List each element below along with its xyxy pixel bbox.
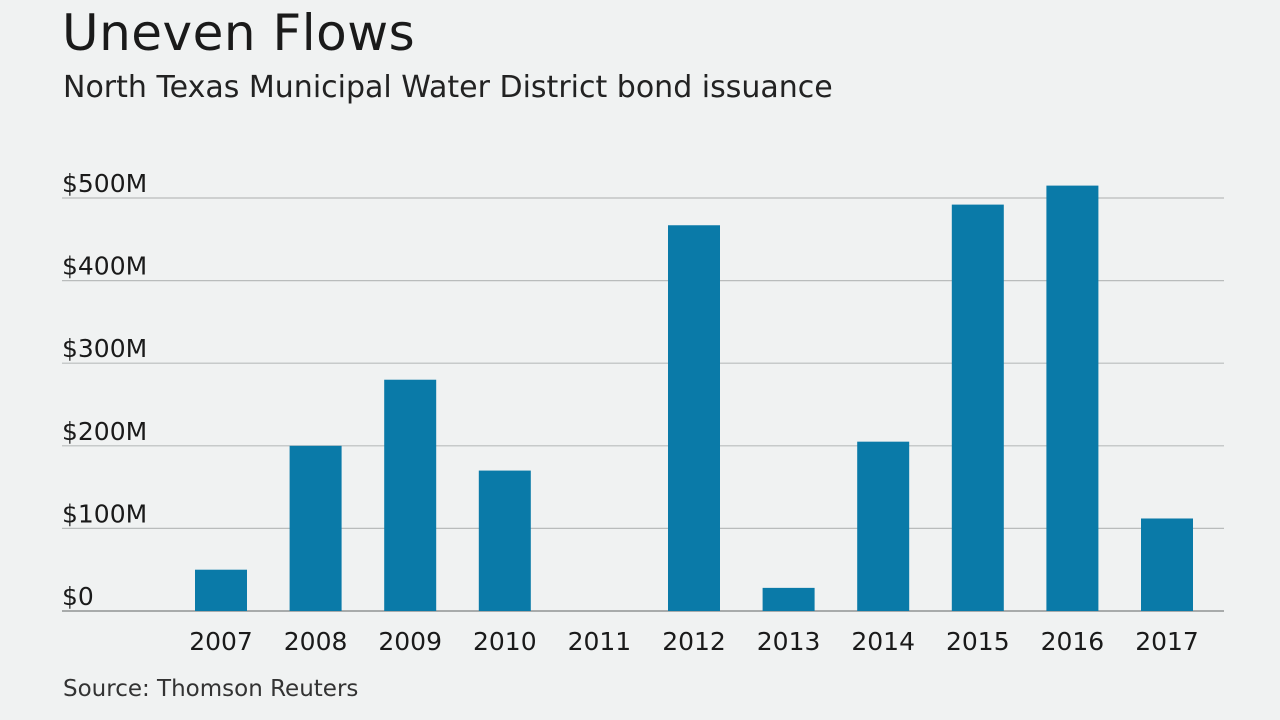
- bar-2009: [384, 379, 437, 611]
- bar-2016: [1046, 185, 1099, 612]
- chart-title: Uneven Flows: [62, 4, 416, 62]
- y-tick-label: $400M: [62, 252, 147, 281]
- x-tick-label: 2017: [1135, 627, 1199, 656]
- bars: [195, 185, 1193, 612]
- y-tick-label: $300M: [62, 334, 147, 363]
- x-tick-label: 2010: [473, 627, 537, 656]
- x-tick-label: 2013: [757, 627, 821, 656]
- x-tick-label: 2014: [851, 627, 915, 656]
- bar-2012: [668, 225, 720, 611]
- y-axis-ticks: $0 $100M $200M $300M $400M $500M: [62, 169, 147, 611]
- bar-2014: [857, 441, 910, 611]
- y-tick-label: $0: [62, 582, 94, 611]
- source-note: Source: Thomson Reuters: [63, 676, 359, 702]
- chart-subtitle: North Texas Municipal Water District bon…: [63, 70, 833, 105]
- y-tick-label: $500M: [62, 169, 147, 198]
- x-axis-ticks: 2007 2008 2009 2010 2011 2012 2013 2014 2015 2016…: [189, 627, 1199, 656]
- y-tick-label: $100M: [62, 499, 147, 528]
- bar-2013: [762, 587, 815, 611]
- x-tick-label: 2015: [946, 627, 1010, 656]
- x-tick-label: 2007: [189, 627, 253, 656]
- bar-2010: [478, 470, 531, 611]
- y-tick-label: $200M: [62, 417, 147, 446]
- bar-2015: [951, 204, 1004, 611]
- x-tick-label: 2016: [1041, 627, 1105, 656]
- bar-2017: [1141, 518, 1193, 611]
- x-tick-label: 2012: [662, 627, 726, 656]
- x-tick-label: 2009: [378, 627, 442, 656]
- bar-2008: [289, 445, 342, 611]
- bar-2007: [195, 569, 247, 611]
- gridlines: [62, 197, 1224, 612]
- x-tick-label: 2011: [568, 627, 632, 656]
- x-tick-label: 2008: [284, 627, 348, 656]
